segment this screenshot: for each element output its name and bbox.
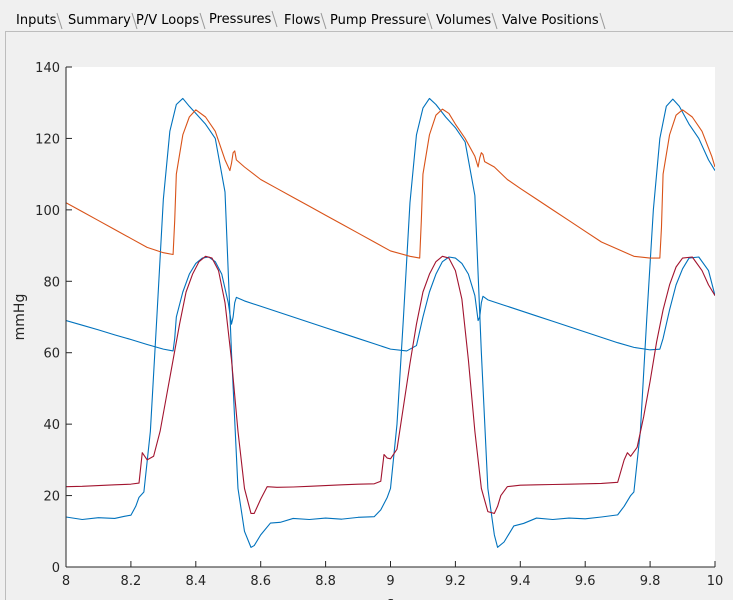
tab-label: P/V Loops <box>136 13 200 28</box>
tab-panel-pressures: 8 8.2 8.4 8.6 8.8 9 9.2 9.4 9.6 9.8 10 0 20 40 60 80 100… <box>5 31 733 600</box>
x-tick-label: 9.2 <box>445 574 466 589</box>
series-line-3 <box>66 256 715 352</box>
tab-flows[interactable]: Flows <box>284 11 327 31</box>
y-tick-label: 20 <box>43 490 60 505</box>
y-tick-label: 80 <box>43 275 60 290</box>
tab-bar: Inputs Summary P/V Loops Pressures Flows Pump… <box>0 0 733 32</box>
x-tick-label: 8.4 <box>185 574 206 589</box>
pressures-chart: 8 8.2 8.4 8.6 8.8 9 9.2 9.4 9.6 9.8 10020406080100… <box>12 61 724 600</box>
tab-separator <box>56 12 63 30</box>
tab-separator <box>131 12 138 30</box>
x-tick-label: 9.6 <box>575 574 596 589</box>
x-tick-label: 10 <box>707 574 724 589</box>
tab-label: Valve Positions <box>502 13 599 28</box>
x-tick-label: 8.6 <box>250 574 271 589</box>
plot-area <box>66 67 715 567</box>
tab-separator <box>271 10 278 28</box>
tab-valve-positions[interactable]: Valve Positions <box>502 11 606 31</box>
x-axis-label: s <box>387 595 394 600</box>
tab-volumes[interactable]: Volumes <box>436 11 498 31</box>
tab-separator <box>491 12 498 30</box>
x-tick-label: 9.4 <box>510 574 531 589</box>
y-tick-label: 120 <box>35 132 60 147</box>
tab-pump-pressure[interactable]: Pump Pressure <box>330 11 433 31</box>
y-tick-label: 60 <box>43 347 60 362</box>
tab-p-v-loops[interactable]: P/V Loops <box>136 11 206 31</box>
series-line-2 <box>66 108 715 259</box>
tab-separator <box>199 12 206 30</box>
tab-label: Flows <box>284 13 321 28</box>
x-tick-label: 9 <box>386 574 394 589</box>
tab-label: Summary <box>68 13 131 28</box>
tab-label: Inputs <box>16 13 57 28</box>
x-tick-label: 8.8 <box>315 574 336 589</box>
tab-label: Volumes <box>436 13 492 28</box>
x-tick-label: 9.8 <box>640 574 661 589</box>
x-tick-label: 8.2 <box>121 574 142 589</box>
y-tick-label: 0 <box>52 561 60 576</box>
tab-pressures[interactable]: Pressures <box>209 9 278 31</box>
tab-separator <box>426 12 433 30</box>
series-group <box>66 97 715 548</box>
series-line-1 <box>66 97 715 548</box>
tab-separator <box>320 12 327 30</box>
y-tick-label: 40 <box>43 418 60 433</box>
tab-label: Pressures <box>209 12 272 27</box>
y-axis-label: mmHg <box>12 294 28 341</box>
series-line-4 <box>66 255 715 514</box>
tab-label: Pump Pressure <box>330 13 427 28</box>
tab-inputs[interactable]: Inputs <box>16 11 63 31</box>
y-tick-label: 140 <box>35 61 60 76</box>
tab-separator <box>599 12 606 30</box>
x-tick-label: 8 <box>62 574 70 589</box>
tab-summary[interactable]: Summary <box>68 11 138 31</box>
y-tick-label: 100 <box>35 204 60 219</box>
